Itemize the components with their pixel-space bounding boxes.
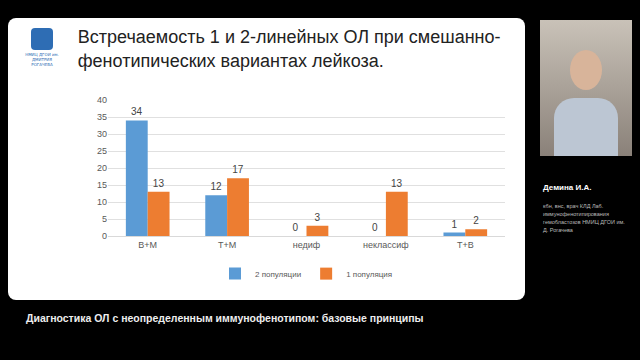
svg-text:0: 0 bbox=[293, 222, 299, 233]
svg-text:2: 2 bbox=[473, 215, 479, 226]
svg-text:0: 0 bbox=[102, 231, 107, 241]
svg-text:1 популяция: 1 популяция bbox=[346, 270, 392, 279]
svg-text:10: 10 bbox=[97, 197, 107, 207]
svg-text:В+М: В+М bbox=[138, 240, 157, 250]
html-text:Диагностика ОЛ с неопределенны: Диагностика ОЛ с неопределенным иммунофе… bbox=[26, 312, 424, 324]
html-text:Д. Рогачева: Д. Рогачева bbox=[543, 227, 573, 233]
svg-text:Т+В: Т+В bbox=[457, 240, 474, 250]
svg-text:30: 30 bbox=[97, 129, 107, 139]
svg-text:Встречаемость 1 и 2-линейных О: Встречаемость 1 и 2-линейных ОЛ при смеш… bbox=[78, 27, 501, 70]
svg-text:неклассиф: неклассиф bbox=[363, 240, 409, 250]
svg-text:13: 13 bbox=[153, 178, 165, 189]
html-text:кбн, внс, врач КЛД Лаб.: кбн, внс, врач КЛД Лаб. bbox=[543, 203, 604, 209]
svg-text:5: 5 bbox=[102, 214, 107, 224]
svg-text:40: 40 bbox=[97, 95, 107, 105]
html-text:Демина И.А.: Демина И.А. bbox=[543, 183, 592, 192]
svg-text:3: 3 bbox=[314, 212, 320, 223]
svg-text:Т+М: Т+М bbox=[218, 240, 236, 250]
svg-text:17: 17 bbox=[232, 164, 244, 175]
html-text:иммунофенотипирования: иммунофенотипирования bbox=[543, 211, 609, 217]
svg-text:1: 1 bbox=[451, 219, 457, 230]
svg-text:0: 0 bbox=[372, 222, 378, 233]
html-text:НМИЦ ДГОИ им. ДМИТРИЯ РОГАЧЕВА: НМИЦ ДГОИ им. ДМИТРИЯ РОГАЧЕВА bbox=[25, 52, 59, 67]
svg-text:15: 15 bbox=[97, 180, 107, 190]
svg-text:13: 13 bbox=[391, 178, 403, 189]
svg-text:20: 20 bbox=[97, 163, 107, 173]
svg-text:12: 12 bbox=[210, 181, 222, 192]
html-text:гемобластозов НМИЦ ДГОИ им.: гемобластозов НМИЦ ДГОИ им. bbox=[543, 219, 625, 225]
svg-text:34: 34 bbox=[131, 106, 143, 117]
svg-text:2 популяции: 2 популяции bbox=[255, 270, 301, 279]
svg-text:25: 25 bbox=[97, 146, 107, 156]
svg-text:недиф: недиф bbox=[293, 240, 321, 250]
svg-text:35: 35 bbox=[97, 112, 107, 122]
